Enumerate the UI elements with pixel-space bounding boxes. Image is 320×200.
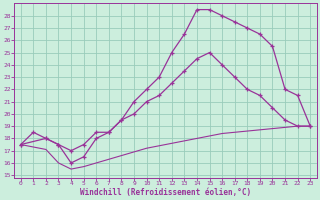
X-axis label: Windchill (Refroidissement éolien,°C): Windchill (Refroidissement éolien,°C) (80, 188, 251, 197)
